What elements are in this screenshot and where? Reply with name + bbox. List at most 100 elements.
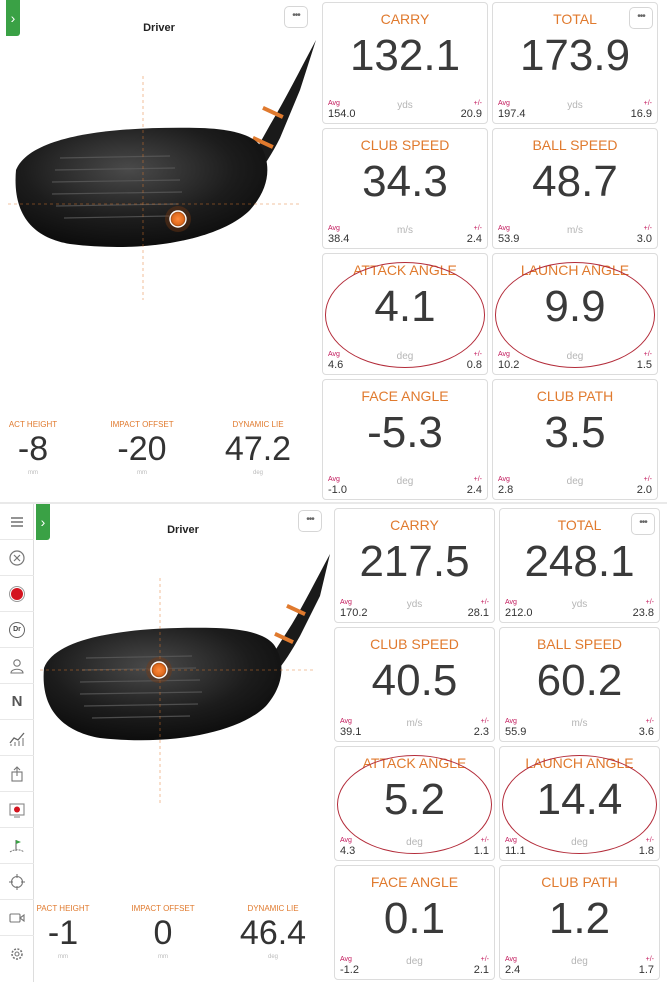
tile-avg-label: Avg [340, 718, 352, 725]
dynamic-lie-label: DYNAMIC LIE [232, 420, 284, 429]
tile-attack-angle[interactable]: ATTACK ANGLE 4.1 deg Avg 4.6 +/- 0.8 [322, 253, 488, 375]
record-icon[interactable] [0, 576, 34, 612]
tile-label: BALL SPEED [536, 636, 623, 652]
tile-club-speed[interactable]: CLUB SPEED 34.3 m/s Avg 38.4 +/- 2.4 [322, 127, 488, 249]
tile-label: CARRY [390, 517, 439, 533]
club-title: Driver [167, 524, 199, 536]
tile-pm: 20.9 [460, 107, 482, 120]
tile-label: CLUB SPEED [360, 136, 450, 153]
more-menu-button[interactable]: ••• [284, 6, 308, 28]
tile-unit: m/s [571, 718, 588, 729]
tile-avg-label: Avg [498, 476, 510, 483]
target-icon[interactable] [0, 864, 34, 900]
expand-tab[interactable]: › [6, 0, 20, 36]
tile-pm: 3.0 [636, 233, 652, 245]
impact-offset-value: 0 [153, 914, 173, 952]
settings-icon[interactable] [0, 936, 34, 972]
tile-avg: 170.2 [340, 607, 368, 619]
impact-offset: IMPACT OFFSET -20 mm [96, 420, 188, 476]
more-menu-button[interactable]: ••• [298, 510, 322, 532]
tile-pm-label: +/- [480, 599, 489, 606]
tile-total[interactable]: ••• TOTAL 173.9 yds Avg 197.4 +/- 16.9 [492, 2, 658, 124]
chevron-right-icon: › [40, 514, 46, 530]
impact-offset-label: IMPACT OFFSET [110, 420, 174, 429]
tile-total[interactable]: ••• TOTAL 248.1 yds Avg 212.0 +/- 23.8 [499, 508, 660, 623]
tile-attack-angle[interactable]: ATTACK ANGLE 5.2 deg Avg 4.3 +/- 1.1 [334, 746, 495, 861]
tile-unit: m/s [406, 718, 423, 729]
tile-value: 60.2 [536, 656, 623, 705]
tile-avg-label: Avg [505, 837, 517, 844]
mode-letter: N [11, 693, 23, 710]
tile-pm-label: +/- [645, 718, 654, 725]
tile-avg-label: Avg [328, 350, 340, 358]
dynamic-lie-value: 47.2 [224, 430, 292, 468]
tile-label: LAUNCH ANGLE [520, 262, 630, 278]
tile-launch-angle[interactable]: LAUNCH ANGLE 14.4 deg Avg 11.1 +/- 1.8 [499, 746, 660, 861]
tile-face-angle[interactable]: FACE ANGLE -5.3 deg Avg -1.0 +/- 2.4 [322, 378, 488, 500]
club-view: › Driver ••• [36, 504, 330, 982]
tile-unit: deg [396, 350, 414, 362]
tile-avg-label: Avg [340, 956, 352, 963]
tile-value: 1.2 [548, 894, 611, 943]
menu-icon[interactable] [0, 504, 34, 540]
tile-pm: 2.4 [466, 233, 482, 245]
club-title: Driver [143, 22, 175, 34]
tile-unit: deg [406, 956, 423, 967]
tile-pm-label: +/- [643, 99, 652, 107]
tile-unit: m/s [566, 225, 584, 236]
tile-pm-label: +/- [473, 350, 482, 358]
tile-pm-label: +/- [473, 99, 482, 107]
tile-label: FACE ANGLE [370, 874, 459, 890]
tile-avg: 154.0 [328, 107, 356, 120]
tile-avg: 197.4 [498, 107, 526, 120]
tile-club-speed[interactable]: CLUB SPEED 40.5 m/s Avg 39.1 +/- 2.3 [334, 627, 495, 742]
tile-avg-label: Avg [340, 837, 352, 844]
tile-menu-button[interactable]: ••• [629, 7, 653, 29]
tile-pm-label: +/- [645, 837, 654, 844]
tile-value: 14.4 [536, 775, 623, 824]
normal-mode-icon[interactable]: N [0, 684, 34, 720]
tile-face-angle[interactable]: FACE ANGLE 0.1 deg Avg -1.2 +/- 2.1 [334, 865, 495, 980]
tile-label: ATTACK ANGLE [362, 755, 467, 771]
session-panel-1: › Driver ••• [0, 0, 667, 502]
tile-club-path[interactable]: CLUB PATH 3.5 deg Avg 2.8 +/- 2.0 [492, 378, 658, 500]
tile-label: LAUNCH ANGLE [525, 755, 634, 771]
tile-avg-label: Avg [328, 476, 340, 483]
tile-unit: m/s [396, 225, 414, 236]
metrics-grid: CARRY 217.5 yds Avg 170.2 +/- 28.1 ••• T… [334, 508, 660, 980]
tile-value: 4.1 [374, 282, 436, 331]
tile-launch-angle[interactable]: LAUNCH ANGLE 9.9 deg Avg 10.2 +/- 1.5 [492, 253, 658, 375]
session-panel-2: Dr N › Driver ••• [0, 504, 667, 982]
player-icon[interactable] [0, 648, 34, 684]
tile-club-path[interactable]: CLUB PATH 1.2 deg Avg 2.4 +/- 1.7 [499, 865, 660, 980]
tile-carry[interactable]: CARRY 132.1 yds Avg 154.0 +/- 20.9 [322, 2, 488, 124]
close-circle-icon[interactable] [0, 540, 34, 576]
tile-menu-button[interactable]: ••• [631, 513, 655, 535]
tile-pm-label: +/- [645, 956, 654, 963]
tile-label: ATTACK ANGLE [353, 262, 457, 278]
screen-capture-icon[interactable] [0, 792, 34, 828]
tile-pm: 1.1 [473, 845, 489, 857]
tile-pm: 2.0 [636, 484, 652, 496]
tile-value: -5.3 [367, 407, 443, 457]
tile-value: 40.5 [371, 656, 458, 705]
video-icon[interactable] [0, 900, 34, 936]
tile-avg: 2.8 [498, 484, 514, 496]
tile-label: CARRY [380, 11, 430, 27]
impact-offset-unit: mm [158, 953, 168, 960]
tile-ball-speed[interactable]: BALL SPEED 60.2 m/s Avg 55.9 +/- 3.6 [499, 627, 660, 742]
expand-tab[interactable]: › [36, 504, 50, 540]
course-icon[interactable] [0, 828, 34, 864]
share-icon[interactable] [0, 756, 34, 792]
tile-carry[interactable]: CARRY 217.5 yds Avg 170.2 +/- 28.1 [334, 508, 495, 623]
tile-value: 48.7 [532, 156, 618, 206]
trend-chart-icon[interactable] [0, 720, 34, 756]
dynamic-lie-unit: deg [252, 469, 263, 476]
tile-ball-speed[interactable]: BALL SPEED 48.7 m/s Avg 53.9 +/- 3.0 [492, 127, 658, 249]
tile-avg: -1.2 [340, 964, 359, 976]
tile-avg-label: Avg [505, 599, 517, 606]
driver-club-image [40, 554, 330, 804]
club-dr-icon[interactable]: Dr [0, 612, 34, 648]
dynamic-lie-label: DYNAMIC LIE [247, 904, 299, 913]
tile-pm-label: +/- [643, 350, 652, 358]
